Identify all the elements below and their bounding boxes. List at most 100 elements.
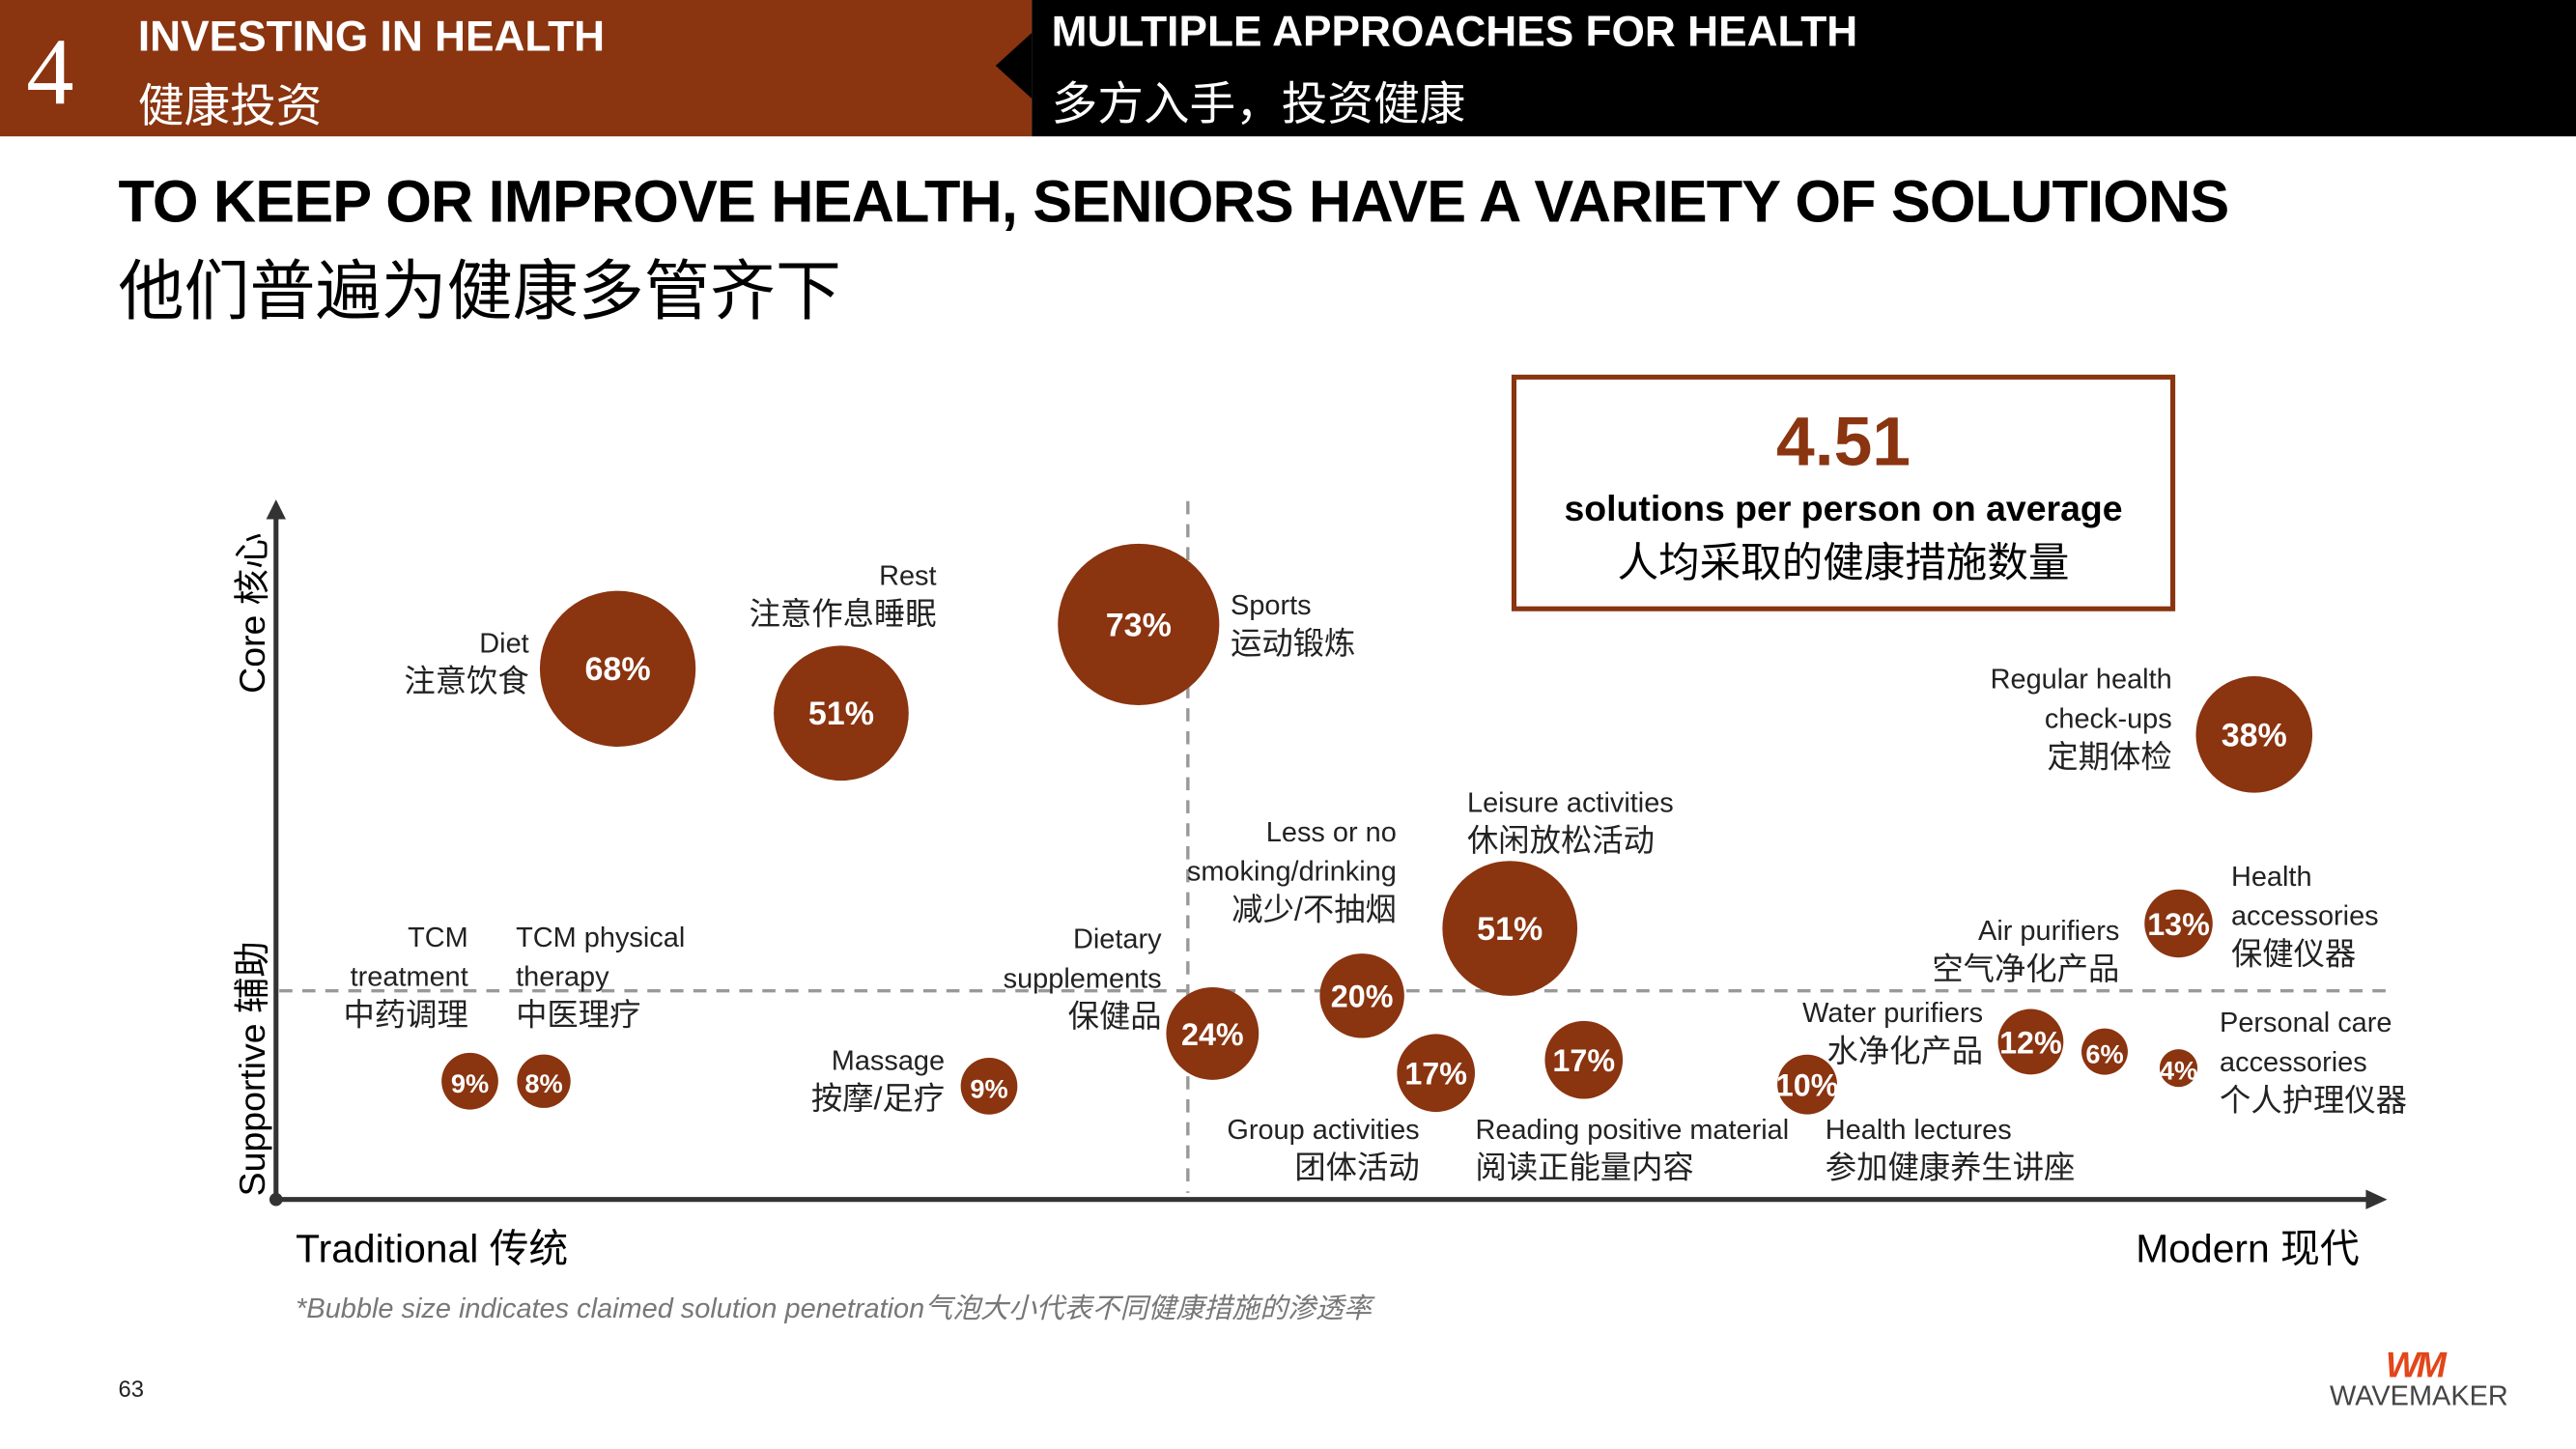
label-water: Water purifiers 水净化产品 — [1802, 994, 1983, 1073]
bubble-leisure-activities — [1442, 861, 1578, 996]
label-line: treatment — [350, 961, 468, 993]
section-title-cn: 健康投资 — [137, 80, 323, 132]
label-line: Health — [2230, 861, 2312, 893]
label-line: TCM — [408, 922, 468, 953]
label-line: 注意饮食 — [404, 665, 529, 700]
label-line: 空气净化产品 — [1932, 952, 2120, 988]
label-diet: Diet 注意饮食 — [404, 624, 528, 703]
bubble-less-or-no-smoking-drinking — [1319, 953, 1404, 1038]
footnote: *Bubble size indicates claimed solution … — [296, 1293, 1372, 1325]
label-line: Health lectures — [1825, 1114, 2012, 1146]
bubble-value-label: 13% — [2147, 907, 2210, 942]
topic-header — [1032, 0, 2576, 137]
bubble-group-activities — [1397, 1034, 1476, 1113]
page-title-en: TO KEEP OR IMPROVE HEALTH, SENIORS HAVE … — [118, 167, 2229, 236]
label-line: 保健仪器 — [2230, 938, 2357, 973]
label-lectures: Health lectures 参加健康养生讲座 — [1826, 1111, 2076, 1190]
label-line: Group activities — [1227, 1114, 1420, 1146]
label-personal: Personal care accessories 个人护理仪器 — [2220, 1004, 2407, 1122]
label-line: smoking/drinking — [1186, 856, 1397, 888]
label-line: 减少/不抽烟 — [1231, 894, 1397, 929]
bubble-air-purifiers — [2081, 1028, 2128, 1075]
label-line: 运动锻炼 — [1231, 627, 1356, 663]
page-number: 63 — [118, 1375, 144, 1402]
bubble-regular-health-check-ups — [2195, 676, 2313, 793]
bubble-value-label: 6% — [2085, 1039, 2123, 1069]
bubble-diet — [539, 590, 696, 747]
bubble-value-label: 8% — [524, 1068, 562, 1098]
stat-box: 4.51 solutions per person on average 人均采… — [1511, 374, 2176, 611]
label-line: 参加健康养生讲座 — [1825, 1151, 2076, 1187]
section-header — [0, 0, 1033, 137]
label-line: Diet — [479, 627, 529, 660]
bubble-dietary-supplements — [1166, 987, 1260, 1080]
stat-label-cn: 人均采取的健康措施数量 — [1617, 540, 2070, 587]
label-checkups: Regular health check-ups 定期体检 — [1991, 661, 2172, 779]
page-title-cn: 他们普遍为健康多管齐下 — [118, 256, 841, 329]
label-leisure: Leisure activities 休闲放松活动 — [1467, 783, 1674, 863]
bubble-reading-positive-material — [1544, 1020, 1624, 1099]
wavemaker-logo-text: WAVEMAKER — [2330, 1379, 2508, 1412]
label-line: Regular health — [1990, 664, 2172, 696]
label-tcm: TCM treatment 中药调理 — [343, 919, 467, 1037]
label-line: Sports — [1231, 589, 1312, 621]
label-air: Air purifiers 空气净化产品 — [1932, 912, 2119, 991]
label-line: Water purifiers — [1802, 997, 1984, 1029]
label-reading: Reading positive material 阅读正能量内容 — [1475, 1111, 1789, 1190]
bubble-rest — [774, 645, 909, 781]
label-line: therapy — [516, 961, 609, 993]
topic-title-en: MULTIPLE APPROACHES FOR HEALTH — [1051, 6, 1858, 56]
label-line: check-ups — [2044, 703, 2172, 735]
bubble-value-label: 9% — [970, 1073, 1007, 1103]
topic-title-cn: 多方入手，投资健康 — [1051, 78, 1466, 130]
bubble-value-label: 20% — [1331, 980, 1394, 1014]
section-number: 4 — [26, 17, 74, 126]
bubble-value-label: 38% — [2222, 717, 2287, 753]
label-line: 阅读正能量内容 — [1475, 1151, 1694, 1187]
bubble-value-label: 51% — [808, 696, 874, 732]
x-axis-arrow — [2365, 1189, 2388, 1209]
bubble-value-label: 10% — [1776, 1068, 1839, 1103]
x-axis-low-label: Traditional 传统 — [296, 1227, 569, 1272]
bubble-value-label: 24% — [1181, 1017, 1244, 1052]
y-axis-high-label: Core 核心 — [231, 532, 273, 694]
label-line: accessories — [2220, 1046, 2367, 1078]
bubble-health-lectures — [1777, 1054, 1838, 1115]
label-line: supplements — [1003, 962, 1162, 995]
bubble-personal-care-accessories — [2159, 1049, 2198, 1088]
label-rest: Rest 注意作息睡眠 — [750, 557, 937, 637]
label-line: Leisure activities — [1466, 786, 1674, 819]
bubble-massage — [960, 1058, 1018, 1115]
label-sports: Sports 运动锻炼 — [1231, 586, 1355, 666]
x-axis-high-label: Modern 现代 — [2136, 1227, 2360, 1272]
header-arrow — [995, 33, 1033, 99]
label-line: 保健品 — [1067, 1000, 1162, 1036]
axis-origin — [269, 1192, 283, 1207]
label-line: 按摩/足疗 — [810, 1082, 946, 1118]
label-line: 中药调理 — [343, 999, 468, 1034]
label-massage: Massage 按摩/足疗 — [811, 1041, 945, 1121]
label-line: 团体活动 — [1294, 1151, 1420, 1187]
label-line: Rest — [879, 560, 937, 592]
bubble-value-label: 68% — [585, 651, 651, 688]
y-axis-low-label: Supportive 辅助 — [231, 941, 273, 1197]
label-line: 休闲放松活动 — [1466, 824, 1655, 860]
label-tcmphys: TCM physical therapy 中医理疗 — [516, 919, 685, 1037]
wavemaker-logo-mark: WM — [2385, 1344, 2447, 1385]
section-title-en: INVESTING IN HEALTH — [137, 11, 606, 61]
label-line: Air purifiers — [1978, 915, 2120, 947]
label-line: Reading positive material — [1475, 1114, 1790, 1146]
label-line: Massage — [831, 1044, 946, 1077]
y-axis-arrow — [266, 499, 286, 520]
label-line: 中医理疗 — [516, 999, 641, 1034]
label-line: TCM physical — [516, 922, 686, 953]
bubble-water-purifiers — [1997, 1009, 2064, 1075]
bubble-value-label: 17% — [1404, 1057, 1467, 1092]
label-healthacc: Health accessories 保健仪器 — [2231, 858, 2379, 976]
label-line: Personal care — [2220, 1007, 2392, 1039]
label-supplements: Dietary supplements 保健品 — [1004, 921, 1162, 1038]
stat-label-en: solutions per person on average — [1564, 488, 2123, 529]
label-line: 水净化产品 — [1826, 1035, 1984, 1070]
